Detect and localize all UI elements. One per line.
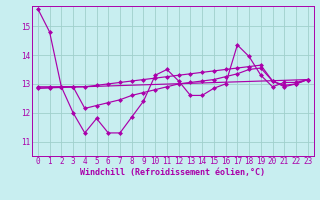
X-axis label: Windchill (Refroidissement éolien,°C): Windchill (Refroidissement éolien,°C) [80, 168, 265, 177]
